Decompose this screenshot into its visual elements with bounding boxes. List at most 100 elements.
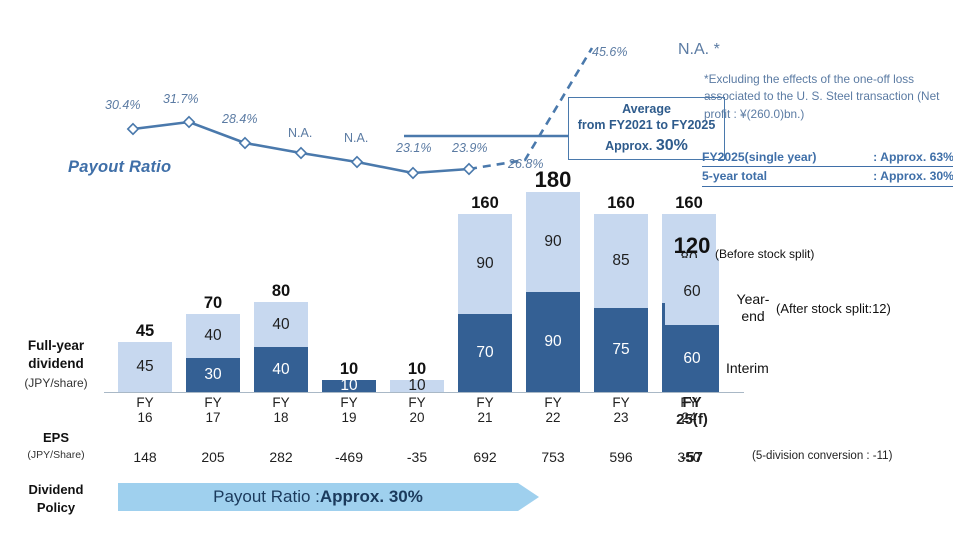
x-tick-label: FY 17 <box>204 395 222 426</box>
bar-segment-year-end: 90 <box>526 192 580 292</box>
fy-note-row: 5-year total: Approx. 30% <box>702 167 953 187</box>
bar-total-label: 45 <box>135 322 155 340</box>
payout-ratio-marker <box>294 146 308 160</box>
bar-segment-interim: 90 <box>526 292 580 392</box>
dividend-bar: 10 <box>322 377 376 395</box>
x-tick-label: FY 20 <box>408 395 426 426</box>
bar-segment-year-end-value: 10 <box>408 377 426 395</box>
average-line-3: Approx. 30% <box>605 137 688 155</box>
bar-total-label: 160 <box>471 194 499 212</box>
fy-note-value: : Approx. 63% <box>873 150 953 164</box>
payout-ratio-marker <box>462 162 476 176</box>
bar-segment-year-end: 40 <box>254 302 308 347</box>
x-tick-label: FY 24 <box>680 395 698 426</box>
bar-total-label: 160 <box>675 194 703 212</box>
bar-total-label: 180 <box>534 167 572 192</box>
legend-year-end: Year-end <box>736 291 770 325</box>
dividend-bar: 40 40 <box>254 302 308 392</box>
eps-value: 282 <box>269 449 293 465</box>
dividend-policy-arrow-body <box>118 483 539 511</box>
payout-ratio-value-label: N.A. <box>344 131 369 145</box>
payout-ratio-value-label: N.A. <box>288 126 313 140</box>
payout-ratio-value-label: 28.4% <box>222 112 258 126</box>
bar-segment-year-end-value: 40 <box>204 327 222 345</box>
eps-value: 692 <box>473 449 497 465</box>
bar-segment-year-end-value: 40 <box>272 315 290 333</box>
fy-note-key: FY2025(single year) <box>702 150 817 164</box>
dividend-bar: 10 <box>390 377 444 395</box>
dividend-policy-arrow <box>118 483 539 511</box>
bar-segment-year-end-value: 60 <box>683 282 701 300</box>
eps-value: 596 <box>609 449 633 465</box>
bar-segment-year-end: 10 <box>390 377 444 395</box>
dividend-bar: 85 75 <box>594 214 648 392</box>
dividend-policy-arrow-head <box>518 483 539 511</box>
x-tick-label: FY 19 <box>340 395 358 426</box>
bar-total-label: 10 <box>407 360 427 378</box>
fy-notes-block: FY2025(single year) : Approx. 63% 5-year t… <box>702 148 953 187</box>
average-line-1: Average <box>622 102 671 117</box>
bar-segment-interim: 40 <box>254 347 308 392</box>
eps-value: 753 <box>541 449 565 465</box>
x-tick-label: FY 16 <box>136 395 154 426</box>
bar-segment-year-end: 90 <box>458 214 512 314</box>
average-line-2: from FY2021 to FY2025 <box>577 118 716 132</box>
eps-label: EPS <box>42 430 69 445</box>
bar-segment-interim-value: 70 <box>476 344 494 362</box>
bar-segment-year-end-value: 90 <box>544 233 562 251</box>
eps-value: 350 <box>677 449 701 465</box>
dividend-bar: 60 60 <box>665 258 719 392</box>
na-star-label: N.A. * <box>678 41 720 58</box>
payout-ratio-value-label: 26.8% <box>508 157 544 171</box>
bar-segment-interim: 75 <box>594 308 648 392</box>
bar-segment-interim-value: 10 <box>340 377 358 395</box>
dividend-policy-text: Payout Ratio : Approx. 30% <box>118 483 518 511</box>
fy-note-key: 5-year total <box>702 169 768 184</box>
dividend-policy-label: Dividend Policy <box>28 482 84 515</box>
footnote-text: *Excluding the effects of the one-off lo… <box>704 72 940 121</box>
bar-segment-interim: 10 <box>322 377 376 395</box>
before-stock-split-note: (Before stock split) <box>715 247 815 261</box>
dividend-bar: 40 30 <box>186 314 240 392</box>
payout-ratio-value-label: 31.7% <box>163 92 199 106</box>
legend-interim: Interim <box>726 360 769 376</box>
bar-segment-year-end: 85 <box>594 214 648 308</box>
bar-total-label: 160 <box>607 194 635 212</box>
x-tick-label: FY 22 <box>544 395 562 426</box>
payout-ratio-value-label: 23.9% <box>452 141 488 155</box>
bar-total-label: 70 <box>203 294 223 312</box>
average-approx-prefix: Approx. <box>605 138 656 153</box>
bar-segment-year-end: 40 <box>186 314 240 358</box>
payout-ratio-marker <box>182 115 196 129</box>
payout-ratio-value-label: 30.4% <box>105 98 141 112</box>
policy-value: Approx. 30% <box>319 487 423 506</box>
bar-segment-year-end-value: 90 <box>476 255 494 273</box>
payout-ratio-marker <box>126 122 140 136</box>
eps-conversion-note: (5-division conversion : -11) <box>752 450 893 462</box>
payout-ratio-value-label: 23.1% <box>396 141 432 155</box>
policy-prefix: Payout Ratio : <box>213 487 320 506</box>
x-tick-label: FY 23 <box>612 395 630 426</box>
bar-segment-interim-value: 60 <box>683 349 701 367</box>
bar-total-label: 80 <box>271 282 291 300</box>
average-callout-box: Average from FY2021 to FY2025 Approx. 30… <box>568 97 725 160</box>
eps-unit-label: (JPY/Share) <box>27 449 85 461</box>
x-tick-label: FY 21 <box>476 395 494 426</box>
payout-ratio-title: Payout Ratio <box>68 158 172 176</box>
payout-ratio-marker <box>406 166 420 180</box>
fy-note-row: FY2025(single year) : Approx. 63% <box>702 148 953 168</box>
bar-segment-year-end-value: 45 <box>136 358 154 376</box>
dividend-bar: 90 70 <box>458 214 512 392</box>
x-axis-line <box>104 391 744 393</box>
payout-ratio-marker <box>238 136 252 150</box>
average-approx-value: 30% <box>655 136 688 154</box>
eps-value: -57 <box>681 449 703 466</box>
bar-segment-interim-value: 90 <box>544 333 562 351</box>
bar-total-label: 10 <box>339 360 359 378</box>
x-tick-label: FY 25(f) <box>676 394 708 428</box>
bar-segment-year-end-value: 85 <box>612 252 630 270</box>
eps-value: 205 <box>201 449 225 465</box>
payout-ratio-value-label: 45.6% <box>592 45 628 59</box>
payout-ratio-marker <box>350 155 364 169</box>
